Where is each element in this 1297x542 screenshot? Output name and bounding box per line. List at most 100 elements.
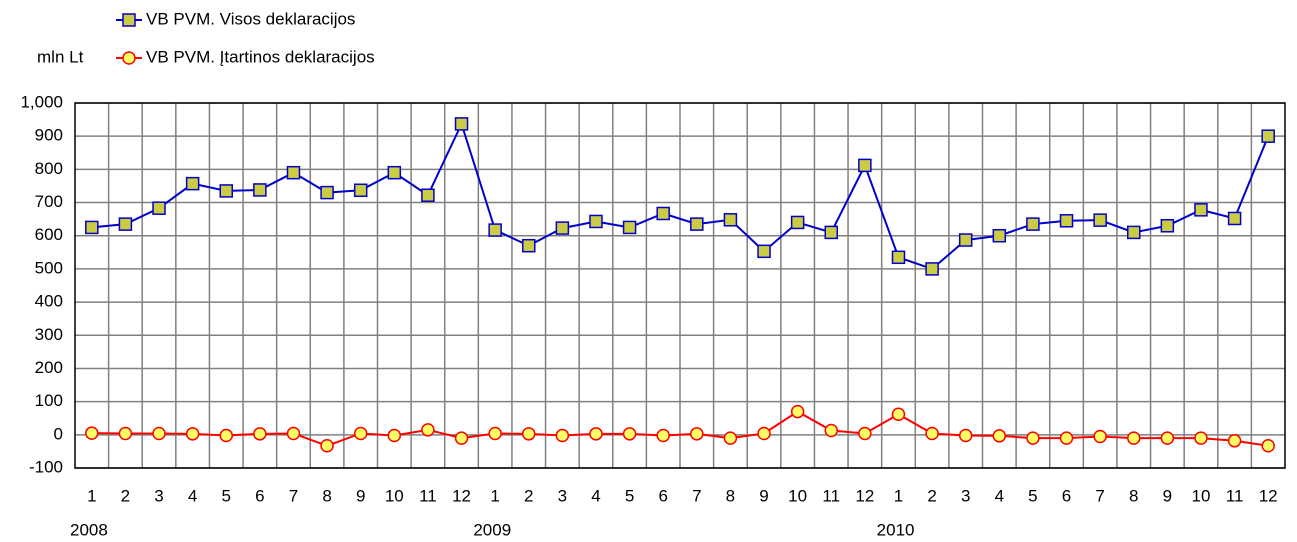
x-tick-label: 4 — [188, 486, 197, 505]
x-tick-label: 3 — [154, 486, 163, 505]
marker — [1160, 431, 1175, 445]
marker — [1059, 214, 1074, 228]
y-tick-label: 0 — [54, 424, 63, 443]
marker — [1227, 211, 1242, 226]
marker — [219, 428, 233, 443]
marker — [992, 429, 1007, 443]
marker — [522, 238, 536, 253]
marker — [690, 427, 704, 441]
x-tick-label: 8 — [1129, 486, 1138, 505]
marker — [858, 158, 872, 173]
marker — [824, 423, 838, 438]
marker — [992, 228, 1007, 243]
marker — [522, 427, 536, 441]
x-tick-label: 1 — [490, 486, 499, 505]
marker — [454, 431, 469, 445]
marker — [320, 185, 334, 200]
marker — [320, 439, 334, 453]
marker — [824, 225, 838, 240]
x-tick-label: 6 — [255, 486, 264, 505]
x-tick-label: 11 — [822, 486, 840, 505]
marker — [85, 426, 99, 440]
x-tick-label: 5 — [625, 486, 634, 505]
x-tick-label: 7 — [289, 486, 298, 505]
y-tick-label: -100 — [29, 457, 63, 476]
y-tick-label: 600 — [35, 225, 63, 244]
y-tick-label: 1,000 — [20, 92, 63, 111]
year-label: 2010 — [877, 520, 915, 539]
marker — [1059, 431, 1074, 445]
marker — [387, 428, 402, 443]
marker — [1194, 431, 1208, 445]
marker — [286, 426, 301, 441]
x-tick-label: 8 — [726, 486, 735, 505]
y-tick-label: 400 — [35, 292, 63, 311]
marker — [1093, 429, 1107, 444]
year-label: 2009 — [473, 520, 511, 539]
marker — [185, 176, 200, 191]
x-tick-label: 10 — [1192, 486, 1211, 505]
x-tick-label: 6 — [658, 486, 667, 505]
marker — [1194, 203, 1208, 217]
marker — [555, 221, 570, 235]
y-tick-label: 300 — [35, 325, 63, 344]
x-tick-label: 5 — [222, 486, 231, 505]
marker — [891, 407, 906, 421]
x-tick-label: 1 — [894, 486, 903, 505]
x-tick-label: 9 — [759, 486, 768, 505]
marker — [958, 233, 973, 247]
marker — [1093, 213, 1107, 227]
marker — [185, 427, 200, 441]
y-tick-label: 500 — [35, 258, 63, 277]
x-tick-label: 1 — [87, 486, 96, 505]
marker — [622, 427, 637, 441]
x-tick-label: 5 — [1028, 486, 1037, 505]
marker — [790, 215, 805, 230]
x-tick-label: 11 — [419, 486, 437, 505]
marker — [656, 206, 670, 221]
marker — [757, 244, 771, 259]
y-tick-label: 100 — [35, 391, 63, 410]
marker — [555, 428, 570, 443]
marker — [488, 223, 502, 237]
x-tick-label: 2 — [927, 486, 936, 505]
y-tick-label: 200 — [35, 358, 63, 377]
x-tick-label: 10 — [788, 486, 807, 505]
marker — [690, 217, 704, 231]
marker — [723, 213, 738, 227]
marker — [454, 117, 469, 131]
x-tick-label: 7 — [1095, 486, 1104, 505]
marker — [118, 426, 133, 441]
marker — [253, 427, 267, 441]
marker — [387, 165, 402, 180]
marker — [118, 217, 133, 231]
marker — [421, 423, 435, 437]
marker — [85, 220, 99, 235]
x-tick-label: 8 — [322, 486, 331, 505]
marker — [958, 428, 973, 443]
marker — [1026, 217, 1040, 231]
marker — [656, 428, 670, 443]
marker — [253, 183, 267, 197]
marker — [286, 165, 301, 180]
marker — [1261, 439, 1275, 453]
marker — [925, 262, 939, 276]
x-tick-label: 12 — [452, 486, 471, 505]
x-tick-label: 11 — [1226, 486, 1244, 505]
year-label: 2008 — [70, 520, 108, 539]
marker — [790, 404, 805, 419]
marker — [925, 426, 939, 441]
marker — [421, 188, 435, 202]
marker — [152, 426, 166, 441]
marker — [152, 201, 166, 215]
marker — [858, 426, 872, 441]
marker — [1026, 431, 1040, 445]
marker — [1261, 129, 1275, 143]
x-tick-label: 9 — [1163, 486, 1172, 505]
x-tick-label: 4 — [591, 486, 600, 505]
y-axis-label: mln Lt — [37, 47, 84, 66]
marker — [589, 427, 603, 441]
marker — [723, 431, 738, 445]
y-tick-label: 900 — [35, 126, 63, 145]
